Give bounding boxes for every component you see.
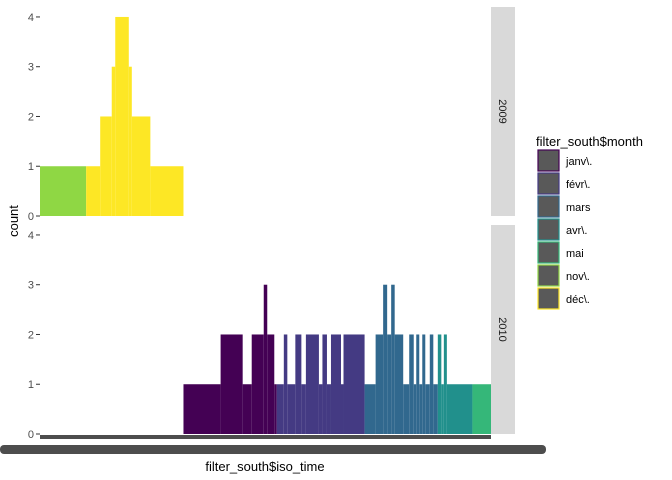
histogram-bar [425, 384, 430, 434]
histogram-bar [150, 166, 184, 216]
legend-entry-label: mars [566, 202, 591, 214]
histogram-bar [391, 284, 395, 434]
histogram-bar [295, 334, 302, 434]
histogram-bar [341, 384, 344, 434]
histogram-bar [128, 66, 132, 216]
histogram-bar [322, 334, 327, 434]
legend-entry-label: nov\. [566, 271, 590, 283]
legend: filter_south$month janv\. févr\. mars avr\.… [536, 134, 643, 310]
histogram-bar [305, 334, 319, 434]
histogram-bar [413, 384, 417, 434]
panel-2010: 0 1 2 3 4 [28, 225, 491, 441]
x-axis-overplotted-tick-labels-wide [0, 445, 546, 454]
histogram-bar [263, 284, 268, 434]
histogram-bar [394, 334, 404, 434]
histogram-bar [403, 384, 410, 434]
histogram-bar [183, 384, 221, 434]
legend-title: filter_south$month [536, 134, 643, 149]
histogram-bar [387, 334, 392, 434]
histogram-bar [111, 66, 116, 216]
histogram-bar [443, 334, 447, 434]
panel-2010-y-tick-label: 4 [28, 230, 34, 242]
strip-2009-label: 2009 [496, 99, 508, 123]
histogram-bar [267, 334, 275, 434]
legend-entry-label: déc\. [566, 294, 590, 306]
histogram-bar [131, 116, 151, 216]
histogram-bar [441, 384, 444, 434]
panel-2009: 0 1 2 3 4 [28, 7, 491, 223]
panel-2009-y-tick-label: 4 [28, 12, 34, 24]
legend-key-swatch [537, 264, 560, 287]
histogram-bar [326, 384, 331, 434]
x-axis-overplotted-tick-labels [40, 435, 491, 439]
panel-2009-y-tick-label: 2 [28, 111, 34, 123]
histogram-bar [433, 384, 438, 434]
panel-2009-y-tick-label: 1 [28, 161, 34, 173]
histogram-bar [115, 16, 129, 217]
legend-entry-label: mai [566, 248, 584, 260]
histogram-bar [409, 334, 414, 434]
histogram-bar [416, 334, 420, 434]
legend-key-swatch [537, 287, 560, 310]
legend-entry-label: janv\. [565, 156, 592, 168]
histogram-bar [287, 384, 296, 434]
legend-key-swatch [537, 241, 560, 264]
histogram-bar [472, 384, 491, 434]
histogram-bar [40, 166, 87, 216]
panel-2010-y-tick-label: 1 [28, 379, 34, 391]
panel-2009-y-tick-label: 0 [28, 211, 34, 223]
strip-2010-label: 2010 [496, 317, 508, 341]
panel-2010-y-tick-label: 0 [28, 429, 34, 441]
histogram-bar [242, 384, 252, 434]
histogram-bar [343, 334, 365, 434]
strip-2010-background [491, 225, 515, 434]
histogram-bar [86, 166, 101, 216]
legend-key-swatch [537, 149, 560, 172]
x-axis-title: filter_south$iso_time [205, 459, 324, 474]
legend-key-swatch [537, 195, 560, 218]
histogram-bar [251, 334, 264, 434]
legend-key-swatch [537, 218, 560, 241]
strip-2009-background [491, 7, 515, 216]
histogram-bar [274, 384, 277, 434]
histogram-bar [422, 334, 426, 434]
histogram-bar [446, 384, 473, 434]
histogram-bar [375, 334, 384, 434]
histogram-bar [283, 334, 288, 434]
histogram-bar [419, 384, 423, 434]
legend-entries: janv\. févr\. mars avr\. mai nov\. déc\. [537, 149, 592, 310]
histogram-bar [383, 284, 388, 434]
legend-entry-label: févr\. [566, 179, 590, 191]
histogram-bar [220, 334, 243, 434]
panel-2010-y-tick-label: 3 [28, 280, 34, 292]
histogram-bar [330, 334, 342, 434]
y-axis-title: count [6, 205, 21, 237]
histogram-bar [301, 384, 306, 434]
panel-2010-y-tick-label: 2 [28, 329, 34, 341]
panel-2009-y-tick-label: 3 [28, 62, 34, 74]
histogram-bar [364, 384, 376, 434]
legend-entry-label: avr\. [566, 225, 587, 237]
histogram-bar [437, 334, 442, 434]
histogram-bar [276, 384, 284, 434]
histogram-bar [429, 334, 434, 434]
legend-key-swatch [537, 172, 560, 195]
histogram-bar [100, 116, 112, 216]
histogram-bar [318, 384, 323, 434]
